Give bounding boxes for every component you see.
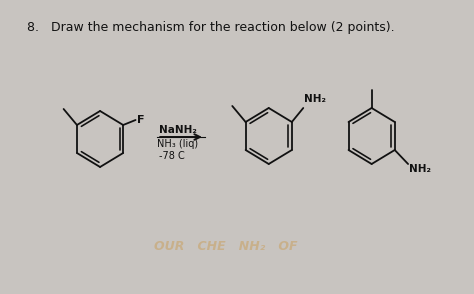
Text: NH₃ (liq): NH₃ (liq) — [157, 139, 198, 149]
Text: NH₂: NH₂ — [304, 94, 326, 104]
Text: NaNH₂: NaNH₂ — [159, 125, 197, 135]
Text: OUR   CHE   NH₂   OF: OUR CHE NH₂ OF — [154, 240, 298, 253]
Text: F: F — [137, 115, 145, 125]
Text: NH₂: NH₂ — [409, 164, 431, 174]
Text: -78 C: -78 C — [159, 151, 185, 161]
Text: 8.   Draw the mechanism for the reaction below (2 points).: 8. Draw the mechanism for the reaction b… — [27, 21, 395, 34]
